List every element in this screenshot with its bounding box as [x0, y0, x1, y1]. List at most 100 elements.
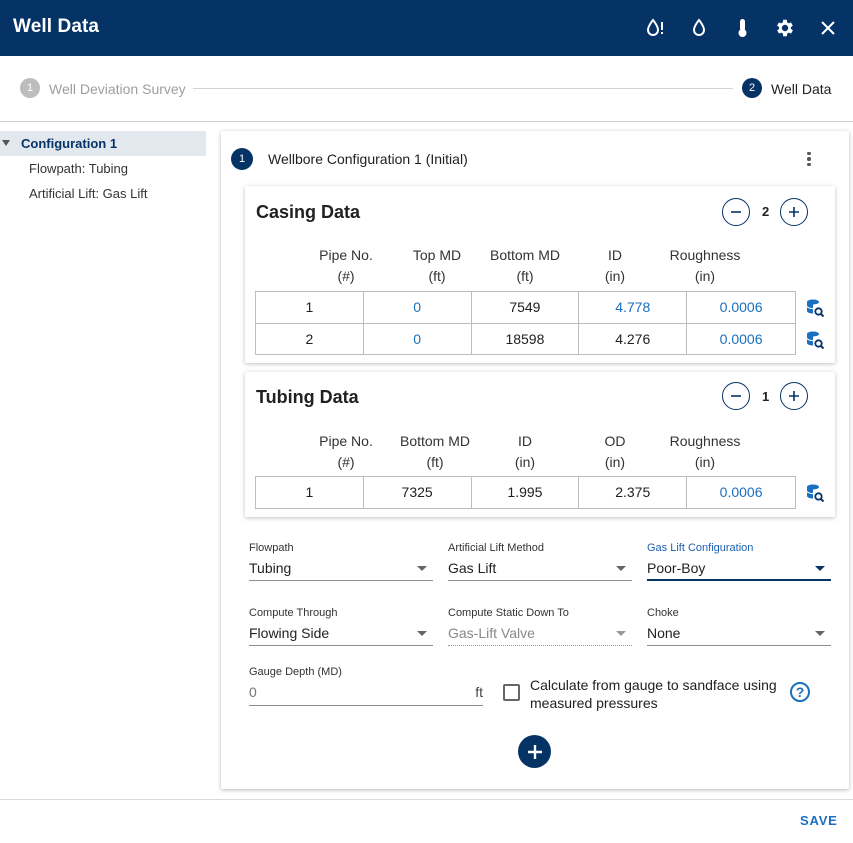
plus-icon — [527, 744, 542, 759]
casing-header-top-md: Top MD (ft) — [412, 247, 462, 284]
database-search-icon[interactable] — [805, 330, 825, 350]
tubing-header-bottom-md: Bottom MD (ft) — [399, 433, 470, 470]
tubing-table: 1 7325 1.995 2.375 0.0006 — [255, 476, 796, 509]
close-icon[interactable] — [816, 16, 840, 40]
app-header: Well Data — [0, 0, 853, 56]
tree-config-label: Configuration 1 — [21, 136, 118, 151]
minus-icon — [731, 395, 741, 397]
flowpath-select[interactable]: Flowpath Tubing — [249, 542, 433, 581]
table-row: 1 7325 1.995 2.375 0.0006 — [255, 476, 796, 509]
table-row: 1 0 7549 4.778 0.0006 — [255, 291, 796, 324]
static-down-value: Gas-Lift Valve — [448, 621, 632, 646]
static-down-label: Compute Static Down To — [448, 607, 569, 619]
help-icon[interactable]: ? — [790, 682, 810, 702]
casing-header-pipe: Pipe No. (#) — [319, 247, 373, 284]
wellbore-number: 1 — [231, 148, 253, 170]
database-search-icon[interactable] — [805, 483, 825, 503]
water-alert-icon[interactable] — [643, 16, 667, 40]
casing-remove-button[interactable] — [722, 198, 750, 226]
gauge-depth-unit: ft — [475, 684, 483, 700]
plus-icon — [789, 207, 799, 217]
gauge-depth-field[interactable]: Gauge Depth (MD) ft — [249, 666, 483, 706]
bottom-md-cell[interactable]: 18598 — [470, 322, 580, 355]
lift-method-label: Artificial Lift Method — [448, 542, 544, 554]
gas-lift-config-select[interactable]: Gas Lift Configuration Poor-Boy — [647, 542, 831, 581]
step-2-label[interactable]: Well Data — [771, 81, 832, 97]
casing-table: 1 0 7549 4.778 0.0006 2 0 18598 4.276 0.… — [255, 291, 796, 355]
dropdown-arrow-icon[interactable] — [815, 566, 825, 571]
top-md-cell[interactable]: 0 — [362, 322, 472, 355]
choke-value[interactable]: None — [647, 621, 831, 646]
roughness-cell[interactable]: 0.0006 — [686, 291, 796, 324]
roughness-cell[interactable]: 0.0006 — [686, 322, 796, 355]
stepper-connector — [193, 88, 733, 89]
casing-title: Casing Data — [256, 202, 361, 222]
tubing-header-roughness: Roughness (in) — [669, 433, 741, 470]
add-configuration-button[interactable] — [518, 735, 551, 768]
tubing-data-panel: Tubing Data 1 Pipe No. (#) Bottom MD (ft) … — [245, 372, 835, 517]
expand-caret-icon[interactable] — [2, 140, 10, 146]
id-cell[interactable]: 1.995 — [470, 476, 580, 509]
compute-through-value[interactable]: Flowing Side — [249, 621, 433, 646]
tubing-count: 1 — [762, 389, 770, 404]
gauge-depth-input[interactable] — [249, 681, 449, 703]
id-cell[interactable]: 4.778 — [578, 291, 688, 324]
pipe-no-cell: 1 — [255, 476, 364, 509]
flowpath-label: Flowpath — [249, 542, 294, 554]
dropdown-arrow-icon[interactable] — [616, 566, 626, 571]
calc-gauge-checkbox[interactable] — [503, 684, 520, 701]
dropdown-arrow-icon[interactable] — [417, 631, 427, 636]
dropdown-arrow-icon[interactable] — [815, 631, 825, 636]
step-2-number[interactable]: 2 — [742, 78, 762, 98]
gauge-depth-label: Gauge Depth (MD) — [249, 666, 342, 678]
compute-through-select[interactable]: Compute Through Flowing Side — [249, 607, 433, 646]
casing-add-button[interactable] — [780, 198, 808, 226]
database-search-icon[interactable] — [805, 298, 825, 318]
wellbore-card: 1 Wellbore Configuration 1 (Initial) Cas… — [221, 131, 849, 789]
pipe-no-cell: 1 — [255, 291, 364, 324]
tubing-header-pipe: Pipe No. (#) — [319, 433, 373, 470]
casing-data-panel: Casing Data 2 Pipe No. (#) Top MD (ft) Bot… — [245, 186, 835, 363]
dropdown-arrow-icon — [616, 631, 626, 636]
static-down-select: Compute Static Down To Gas-Lift Valve — [448, 607, 632, 646]
tubing-add-button[interactable] — [780, 382, 808, 410]
dropdown-arrow-icon[interactable] — [417, 566, 427, 571]
water-drop-icon[interactable] — [687, 16, 711, 40]
tubing-title: Tubing Data — [256, 387, 359, 407]
casing-header-roughness: Roughness (in) — [669, 247, 741, 284]
compute-through-label: Compute Through — [249, 607, 338, 619]
roughness-cell[interactable]: 0.0006 — [686, 476, 796, 509]
lift-method-value[interactable]: Gas Lift — [448, 556, 632, 581]
id-cell[interactable]: 4.276 — [578, 322, 688, 355]
tree-item-artificial-lift[interactable]: Artificial Lift: Gas Lift — [29, 186, 148, 201]
tubing-remove-button[interactable] — [722, 382, 750, 410]
od-cell[interactable]: 2.375 — [578, 476, 688, 509]
footer-divider — [0, 799, 853, 800]
tree-item-configuration[interactable]: Configuration 1 — [0, 131, 206, 156]
step-1-label[interactable]: Well Deviation Survey — [49, 81, 186, 97]
thermometer-icon[interactable] — [730, 16, 754, 40]
save-button[interactable]: SAVE — [800, 813, 838, 828]
step-1-number[interactable]: 1 — [20, 78, 40, 98]
casing-count: 2 — [762, 204, 770, 219]
tubing-header-od: OD (in) — [604, 433, 626, 470]
gauge-depth-wrapper[interactable]: ft — [249, 680, 483, 706]
flowpath-value[interactable]: Tubing — [249, 556, 433, 581]
casing-header-bottom-md: Bottom MD (ft) — [489, 247, 560, 284]
gear-icon[interactable] — [773, 16, 797, 40]
tree-item-flowpath[interactable]: Flowpath: Tubing — [29, 161, 129, 176]
stepper: 1 Well Deviation Survey 2 Well Data — [0, 56, 853, 122]
bottom-md-cell[interactable]: 7325 — [362, 476, 472, 509]
wellbore-title: Wellbore Configuration 1 (Initial) — [268, 151, 468, 167]
more-vert-icon[interactable] — [801, 148, 817, 170]
table-row: 2 0 18598 4.276 0.0006 — [255, 322, 796, 355]
tubing-header-id: ID (in) — [514, 433, 536, 470]
bottom-md-cell[interactable]: 7549 — [470, 291, 580, 324]
choke-select[interactable]: Choke None — [647, 607, 831, 646]
config-tree: Configuration 1 Flowpath: Tubing Artific… — [0, 131, 206, 201]
top-md-cell[interactable]: 0 — [362, 291, 472, 324]
lift-method-select[interactable]: Artificial Lift Method Gas Lift — [448, 542, 632, 581]
calc-gauge-label[interactable]: Calculate from gauge to sandface using m… — [530, 677, 777, 711]
pipe-no-cell: 2 — [255, 322, 364, 355]
gas-lift-config-value[interactable]: Poor-Boy — [647, 556, 831, 581]
